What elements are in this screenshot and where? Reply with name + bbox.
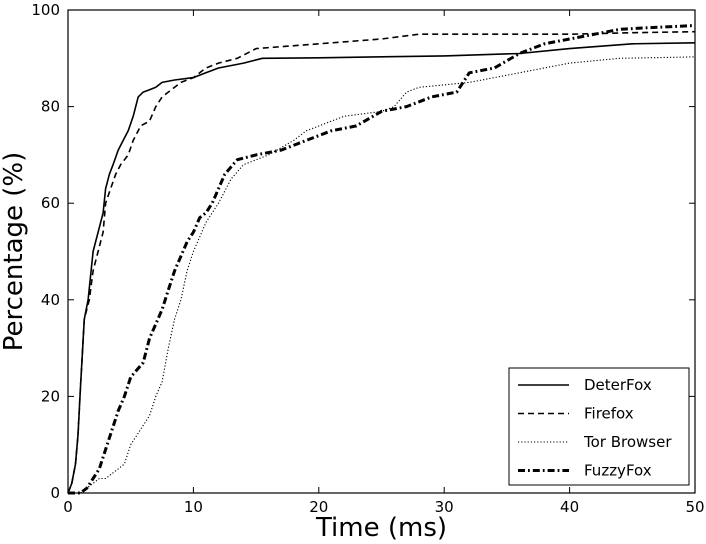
plot-frame <box>67 9 696 494</box>
series-line-firefox <box>67 30 696 494</box>
x-tick-label: 50 <box>685 498 704 516</box>
y-tick-label: 80 <box>41 98 60 116</box>
x-tick-label: 40 <box>560 498 579 516</box>
y-tick-label: 100 <box>31 1 60 19</box>
legend-label: FuzzyFox <box>584 462 652 480</box>
axis-ticks: 0 10 20 30 40 50 0 20 40 60 80 100 <box>31 1 704 516</box>
x-tick-label: 10 <box>184 498 203 516</box>
y-tick-label: 40 <box>41 291 60 309</box>
legend-box <box>508 367 690 486</box>
y-tick-label: 60 <box>41 194 60 212</box>
legend-label: Firefox <box>584 405 634 423</box>
x-tick-label: 0 <box>63 498 73 516</box>
x-axis-title: Time (ms) <box>315 513 447 543</box>
x-tick-label: 30 <box>435 498 454 516</box>
y-tick-label: 0 <box>50 484 60 502</box>
y-axis-title: Percentage (%) <box>0 152 29 352</box>
y-tick-label: 20 <box>41 387 60 405</box>
legend: DeterFox Firefox Tor Browser FuzzyFox <box>508 367 690 486</box>
series-lines <box>67 24 696 495</box>
legend-label: Tor Browser <box>583 433 672 451</box>
series-line-tor-browser <box>68 56 696 494</box>
x-tick-label: 20 <box>309 498 328 516</box>
legend-label: DeterFox <box>584 376 652 394</box>
series-line-fuzzyfox <box>68 24 696 495</box>
